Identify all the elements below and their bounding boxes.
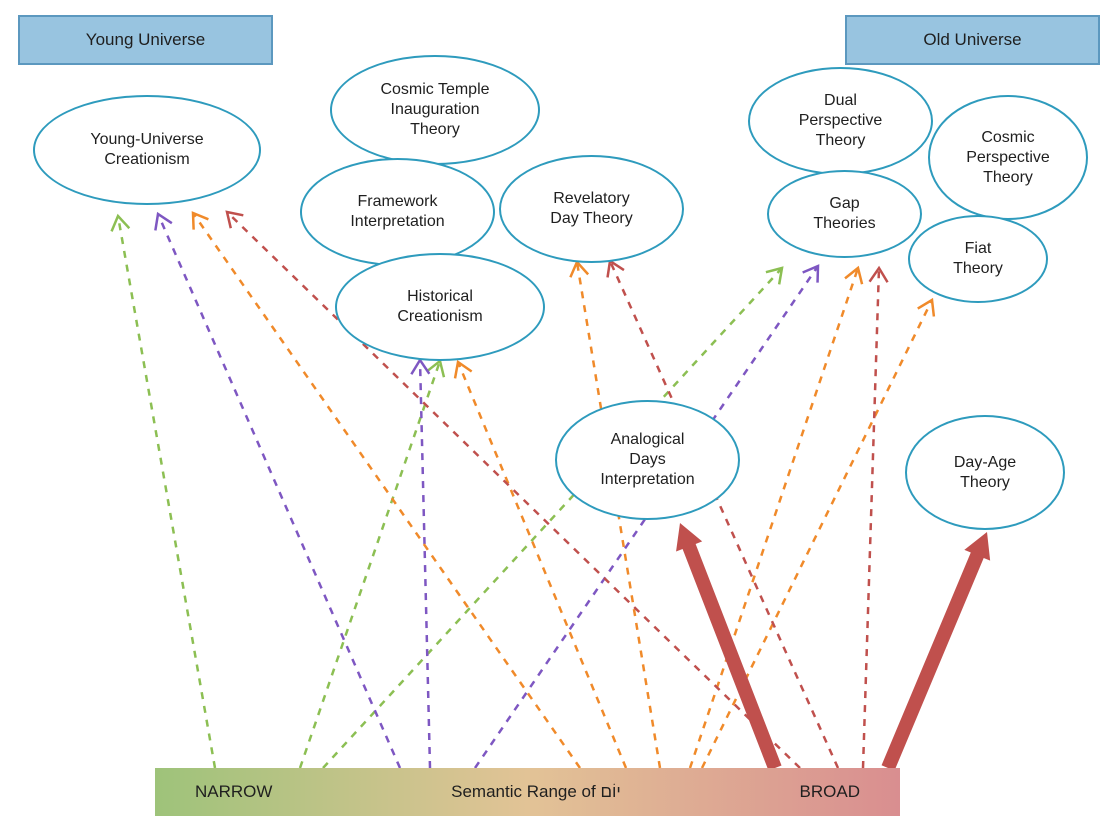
- range-center-label: Semantic Range of יוֹם: [451, 782, 621, 802]
- cosmic-temple-node: Cosmic Temple Inauguration Theory: [330, 55, 540, 165]
- gap-theories-node: Gap Theories: [767, 170, 922, 258]
- ellipse-label: Revelatory Day Theory: [544, 189, 638, 229]
- ellipse-label: Cosmic Perspective Theory: [960, 128, 1056, 188]
- ellipse-label: Young-Universe Creationism: [84, 130, 209, 170]
- cosmic-perspective-node: Cosmic Perspective Theory: [928, 95, 1088, 220]
- day-age-node: Day-Age Theory: [905, 415, 1065, 530]
- range-narrow-label: NARROW: [195, 782, 272, 802]
- analogical-node: Analogical Days Interpretation: [555, 400, 740, 520]
- framework-node: Framework Interpretation: [300, 158, 495, 266]
- ellipse-label: Gap Theories: [807, 194, 881, 234]
- ellipse-label: Dual Perspective Theory: [793, 91, 889, 151]
- semantic-range-bar: NARROW Semantic Range of יוֹם BROAD: [155, 768, 900, 816]
- ellipse-label: Fiat Theory: [947, 239, 1009, 279]
- ellipse-label: Historical Creationism: [391, 287, 488, 327]
- dual-perspective-node: Dual Perspective Theory: [748, 67, 933, 175]
- revelatory-node: Revelatory Day Theory: [499, 155, 684, 263]
- old-universe-header: Old Universe: [845, 15, 1100, 65]
- young-universe-header: Young Universe: [18, 15, 273, 65]
- ellipse-label: Framework Interpretation: [344, 192, 450, 232]
- young-universe-creationism-node: Young-Universe Creationism: [33, 95, 261, 205]
- header-label: Old Universe: [923, 30, 1021, 50]
- ellipse-label: Day-Age Theory: [948, 453, 1022, 493]
- header-label: Young Universe: [86, 30, 205, 50]
- ellipse-label: Analogical Days Interpretation: [594, 430, 700, 490]
- ellipse-label: Cosmic Temple Inauguration Theory: [374, 80, 495, 140]
- fiat-node: Fiat Theory: [908, 215, 1048, 303]
- historical-node: Historical Creationism: [335, 253, 545, 361]
- range-broad-label: BROAD: [800, 782, 860, 802]
